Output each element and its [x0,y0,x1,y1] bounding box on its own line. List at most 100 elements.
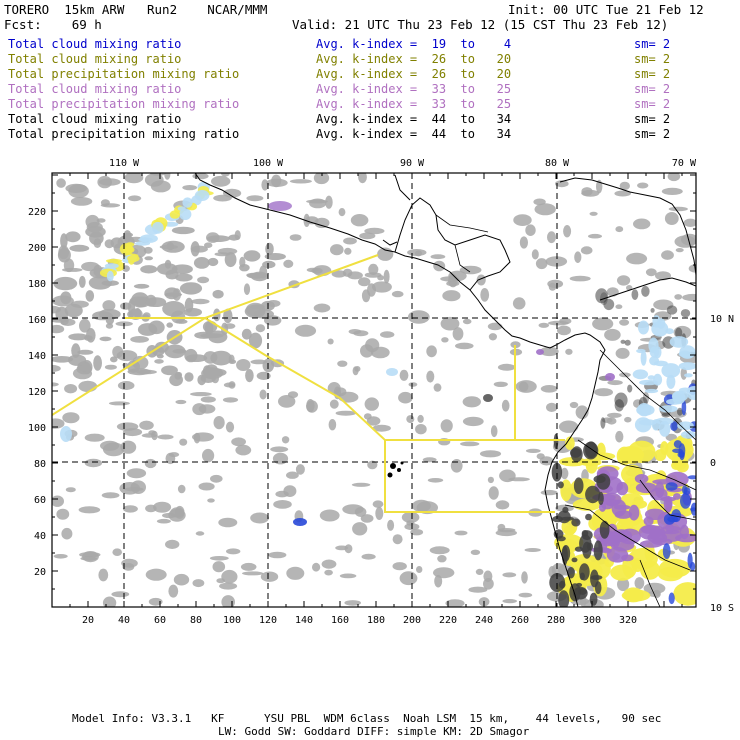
field-blob [80,556,97,561]
field-blob [123,230,132,243]
field-blob [182,197,193,208]
field-blob [666,305,678,315]
field-blob [62,412,80,424]
field-blob [592,317,614,331]
grid-y-label-1: 200 [28,243,46,254]
field-blob [585,485,601,504]
field-blob [262,260,276,269]
field-blob [678,443,686,459]
grid-x-label-11: 240 [475,615,493,626]
field-blob [433,567,455,579]
field-blob [162,301,186,317]
field-blob [581,530,593,541]
legend-field-4: Total precipitation mixing ratio [8,97,240,111]
field-blob [127,368,151,376]
field-blob [658,558,691,578]
field-blob [78,380,98,393]
field-blob [266,178,288,187]
field-blob [407,310,430,324]
lat-label-0: 10 N [710,314,734,325]
field-blob [192,579,205,588]
field-blob [153,501,172,513]
field-blob [573,477,584,495]
field-blob [585,513,592,521]
galapagos-islands [387,461,404,478]
field-blob [557,325,571,336]
field-blob [367,460,378,470]
field-blob [283,259,294,268]
field-blob [415,424,427,435]
field-blob [555,180,569,188]
field-blob [327,338,334,345]
field-blob [677,407,683,416]
field-blob [392,562,407,571]
field-blob [354,507,367,517]
field-blob [586,542,594,551]
field-blob [93,355,102,371]
grid-x-label-8: 180 [367,615,385,626]
field-blob [164,344,186,359]
grid-x-label-10: 220 [439,615,457,626]
field-blob [223,382,236,388]
field-blob [645,268,657,277]
field-blob [61,267,83,272]
field-blob [669,336,689,348]
field-blob [365,338,380,353]
grid-y-label-6: 100 [28,423,46,434]
field-blob [268,551,287,559]
field-blob [173,573,190,586]
field-blob [411,499,431,512]
field-blob [111,591,130,598]
field-blob [442,290,461,302]
field-blob [557,510,571,524]
grid-x-label-13: 280 [547,615,565,626]
field-blob [122,505,138,513]
field-blob [120,302,132,310]
field-blob [101,492,120,499]
field-blob [168,452,180,458]
field-blob [286,471,299,479]
field-blob [339,573,357,579]
field-blob [225,421,235,433]
field-blob [364,397,379,411]
field-blob [446,280,460,287]
field-blob [536,349,544,355]
field-blob [510,341,521,349]
field-blob [140,265,158,274]
field-blob [190,241,200,257]
field-blob [245,369,254,383]
field-blob [306,399,315,413]
legend-kindex-3: Avg. k-index = 33 to 25 [316,82,512,96]
field-blob [164,173,171,180]
legend-kindex-4: Avg. k-index = 33 to 25 [316,97,512,111]
field-blob [593,540,603,561]
legend-sm-4: sm= 2 [634,97,671,111]
field-blob [655,271,671,281]
field-blob [175,399,187,405]
field-blob [169,210,181,219]
field-blob [338,208,346,217]
field-blob [219,582,238,590]
field-blob [192,403,207,416]
field-blob [643,582,666,595]
field-blob [52,418,65,429]
field-blob [98,178,121,186]
field-blob [495,500,510,510]
field-blob [122,428,143,437]
legend-kindex-6: Avg. k-index = 44 to 34 [316,127,512,141]
field-blob [634,474,649,484]
field-blob [321,559,337,569]
field-blob [674,235,696,248]
field-blob [79,551,101,558]
field-blob [502,572,517,578]
field-blob [633,218,651,230]
field-blob [452,327,464,341]
legend-sm-6: sm= 2 [634,127,671,141]
field-blob [144,173,164,187]
field-blob [70,197,93,206]
field-blob [525,224,536,236]
model-info: Model Info: V3.3.1 KF YSU PBL WDM 6class… [72,712,662,725]
legend-sm-0: sm= 2 [634,37,671,51]
legend-field-6: Total precipitation mixing ratio [8,127,240,141]
field-blob [69,244,90,252]
